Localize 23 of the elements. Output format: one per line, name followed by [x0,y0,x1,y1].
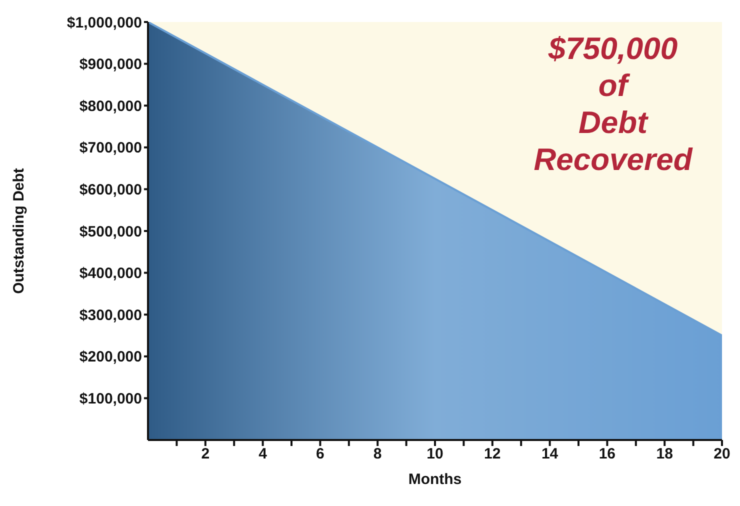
x-axis-title: Months [408,471,462,488]
y-tick-label: $200,000 [79,348,142,366]
x-tick-label: 20 [714,446,730,463]
y-tick-label: $600,000 [79,182,142,199]
x-tick-label: 18 [656,446,673,463]
y-tick-label: $700,000 [79,140,142,157]
x-tick-label: 12 [484,446,501,463]
y-axis-title: Outstanding Debt [10,168,28,294]
x-tick-label: 6 [316,446,324,463]
y-tick-label: $400,000 [79,265,142,282]
annotation: $750,000 of Debt Recovered [532,30,694,178]
x-tick-label: 10 [426,446,444,463]
y-tick-label: $500,000 [79,223,142,240]
x-tick-label: 2 [201,446,210,463]
y-tick-label: $900,000 [79,56,142,74]
x-tick-label: 4 [258,446,268,463]
x-tick-label: 8 [373,446,382,463]
y-tick-label: $800,000 [79,98,142,115]
y-tick-label: $300,000 [79,306,142,324]
y-tick-label: $1,000,000 [66,14,142,32]
x-tick-label: 14 [541,446,559,463]
x-tick-label: 16 [598,446,616,463]
y-tick-label: $100,000 [79,390,142,408]
